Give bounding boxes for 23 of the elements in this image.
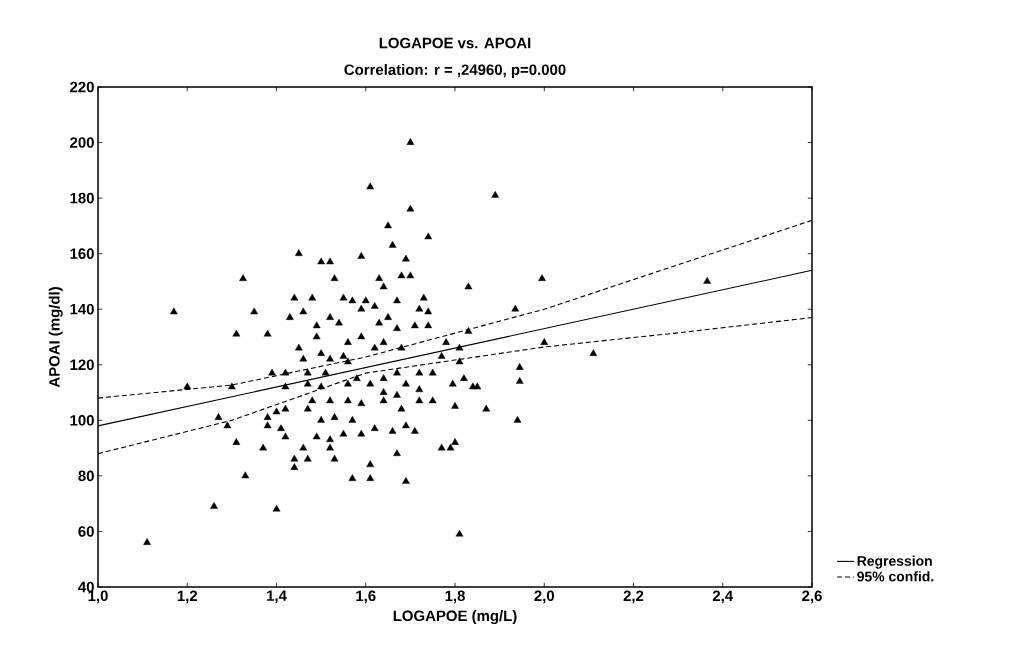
y-tick-label: 100 (70, 415, 94, 426)
y-tick-label: 160 (70, 248, 94, 259)
legend-label: Regression (857, 555, 932, 569)
x-tick-label: 2,2 (623, 590, 644, 604)
y-tick-label: 140 (70, 303, 94, 315)
chart-title: LOGAPOE vs. APOAI (379, 37, 531, 49)
y-tick-label: 80 (78, 470, 94, 482)
y-axis-title: APOAI (mg/dl) (48, 287, 63, 388)
y-tick-label: 180 (70, 192, 94, 204)
x-tick-label: 2,0 (534, 590, 555, 604)
chart-subtitle: Correlation: r = ,24960, p=0.000 (344, 64, 566, 78)
x-tick-label: 2,4 (712, 590, 734, 604)
y-tick-label: 200 (70, 137, 94, 148)
legend-label: 95% confid. (857, 571, 934, 582)
x-tick-label: 2,6 (802, 590, 822, 604)
y-tick-label: 220 (70, 81, 94, 93)
x-tick-label: 1,6 (356, 590, 376, 604)
x-tick-label: 1,2 (177, 590, 198, 604)
y-tick-label: 60 (78, 526, 94, 537)
x-tick-label: 1,4 (267, 590, 287, 604)
y-tick-label: 120 (70, 359, 94, 371)
x-axis-title: LOGAPOE (mg/L) (393, 610, 517, 625)
x-tick-label: 1,8 (445, 590, 465, 604)
